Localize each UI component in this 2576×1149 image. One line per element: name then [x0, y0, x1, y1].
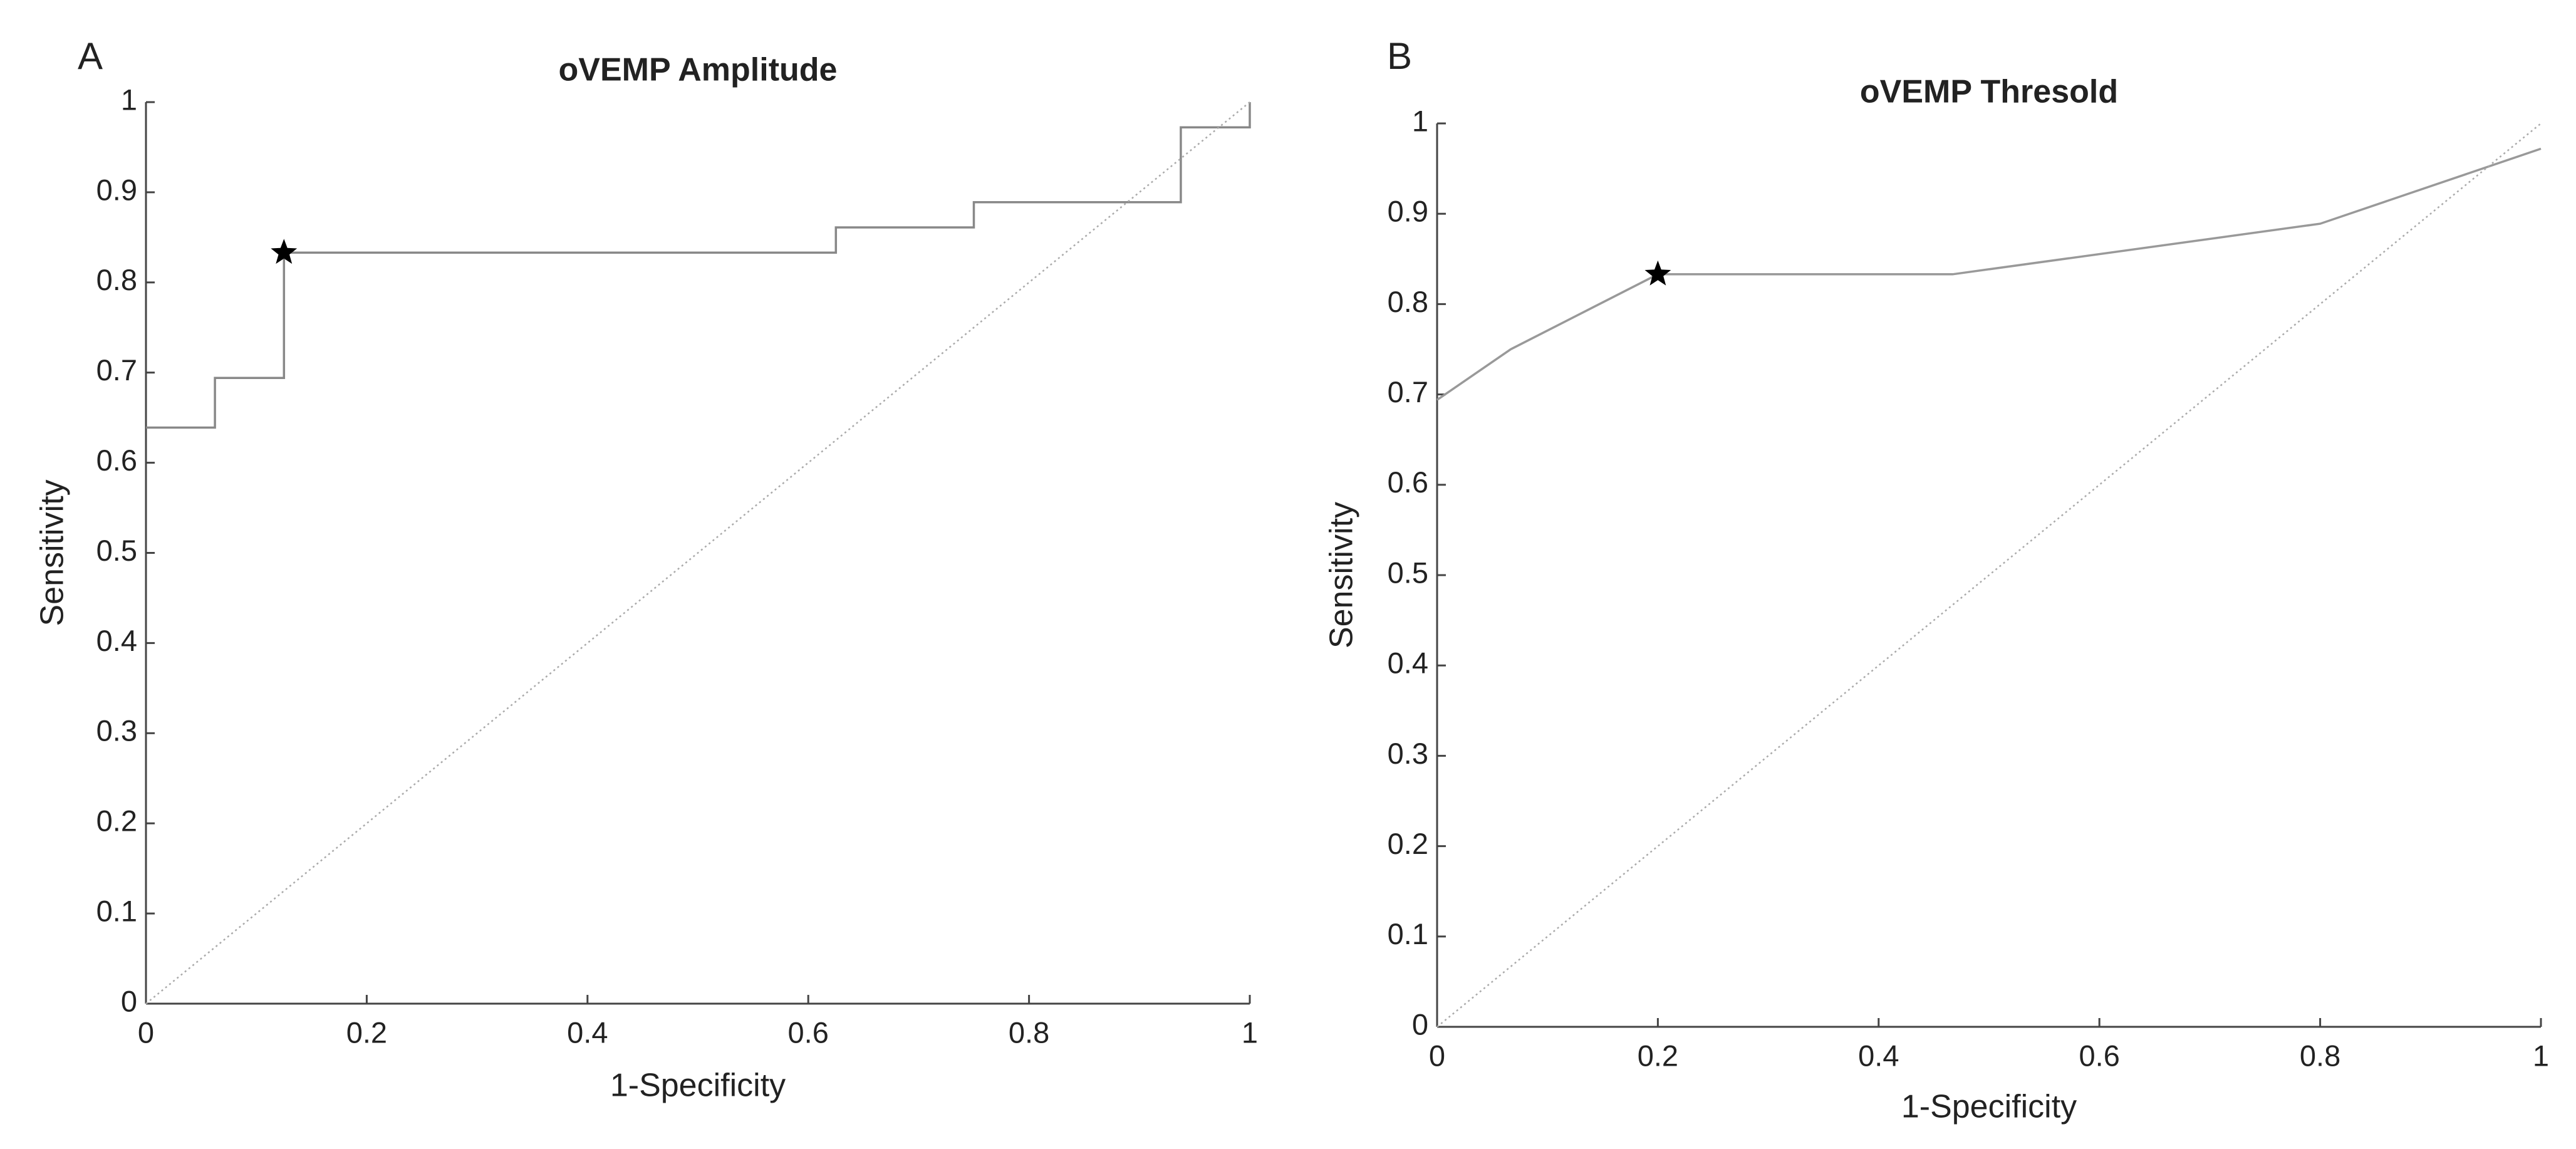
y-tick-label: 0.8 [1388, 285, 1428, 318]
y-tick-label: 0.1 [1388, 917, 1428, 950]
x-tick-label: 0.8 [2300, 1039, 2340, 1072]
y-tick-label: 0.4 [96, 624, 137, 657]
y-tick-label: 0.7 [1388, 375, 1428, 408]
y-tick-label: 0.1 [96, 895, 137, 928]
y-axis-label: Sensitivity [34, 479, 71, 626]
x-axis-label: 1-Specificity [1901, 1089, 2077, 1125]
y-tick-label: 0.6 [1388, 465, 1428, 499]
x-tick-label: 0.2 [1638, 1039, 1678, 1072]
optimal-point [271, 239, 298, 264]
roc-curve [1436, 147, 2542, 401]
y-axis-label: Sensitivity [1324, 502, 1360, 648]
x-tick-label: 0 [1429, 1039, 1445, 1072]
y-tick-label: 0.3 [1388, 737, 1428, 770]
chart-title: oVEMP Amplitude [559, 52, 838, 88]
y-tick-label: 0.5 [1388, 556, 1428, 589]
reference-line [145, 101, 1250, 1004]
x-axis-label: 1-Specificity [610, 1068, 786, 1104]
y-tick-label: 0.5 [96, 534, 137, 567]
panel-label: B [1387, 35, 1412, 77]
x-tick-label: 0.4 [567, 1016, 608, 1049]
optimal-point [1644, 260, 1671, 286]
x-tick-label: 0.4 [1858, 1039, 1899, 1072]
chart-title: oVEMP Thresold [1860, 74, 2118, 110]
roc-curve [146, 102, 1251, 429]
y-tick-label: 0 [121, 984, 137, 1017]
x-tick-label: 0.6 [788, 1016, 829, 1049]
y-tick-label: 1 [121, 83, 137, 116]
y-tick-label: 0.9 [1388, 195, 1428, 228]
x-tick-label: 1 [2533, 1039, 2549, 1072]
reference-line [1436, 123, 2542, 1027]
x-tick-label: 1 [1242, 1016, 1258, 1049]
panel-label: A [78, 35, 103, 77]
y-tick-label: 0.9 [96, 173, 137, 206]
x-tick-label: 0.8 [1009, 1016, 1049, 1049]
y-tick-label: 0 [1412, 1007, 1428, 1041]
x-tick-label: 0 [138, 1016, 154, 1049]
y-tick-label: 0.4 [1388, 647, 1428, 680]
y-tick-label: 1 [1412, 104, 1428, 137]
x-tick-label: 0.2 [346, 1016, 387, 1049]
y-tick-label: 0.7 [96, 353, 137, 387]
y-tick-label: 0.6 [96, 444, 137, 477]
y-tick-label: 0.2 [1388, 827, 1428, 860]
y-tick-label: 0.3 [96, 714, 137, 747]
x-tick-label: 0.6 [2079, 1039, 2120, 1072]
y-tick-label: 0.2 [96, 804, 137, 838]
y-tick-label: 0.8 [96, 263, 137, 296]
